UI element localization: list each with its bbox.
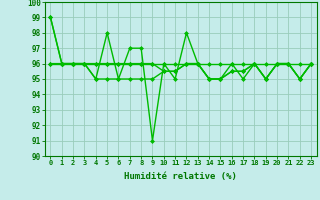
X-axis label: Humidité relative (%): Humidité relative (%) bbox=[124, 172, 237, 181]
